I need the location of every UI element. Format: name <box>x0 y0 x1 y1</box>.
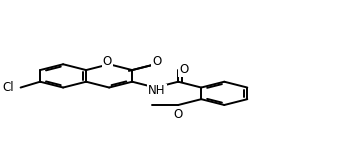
Text: O: O <box>179 63 188 76</box>
Text: O: O <box>153 55 162 68</box>
Text: Cl: Cl <box>3 81 14 94</box>
Text: NH: NH <box>148 85 166 97</box>
Text: O: O <box>174 108 183 121</box>
Text: O: O <box>103 55 112 68</box>
